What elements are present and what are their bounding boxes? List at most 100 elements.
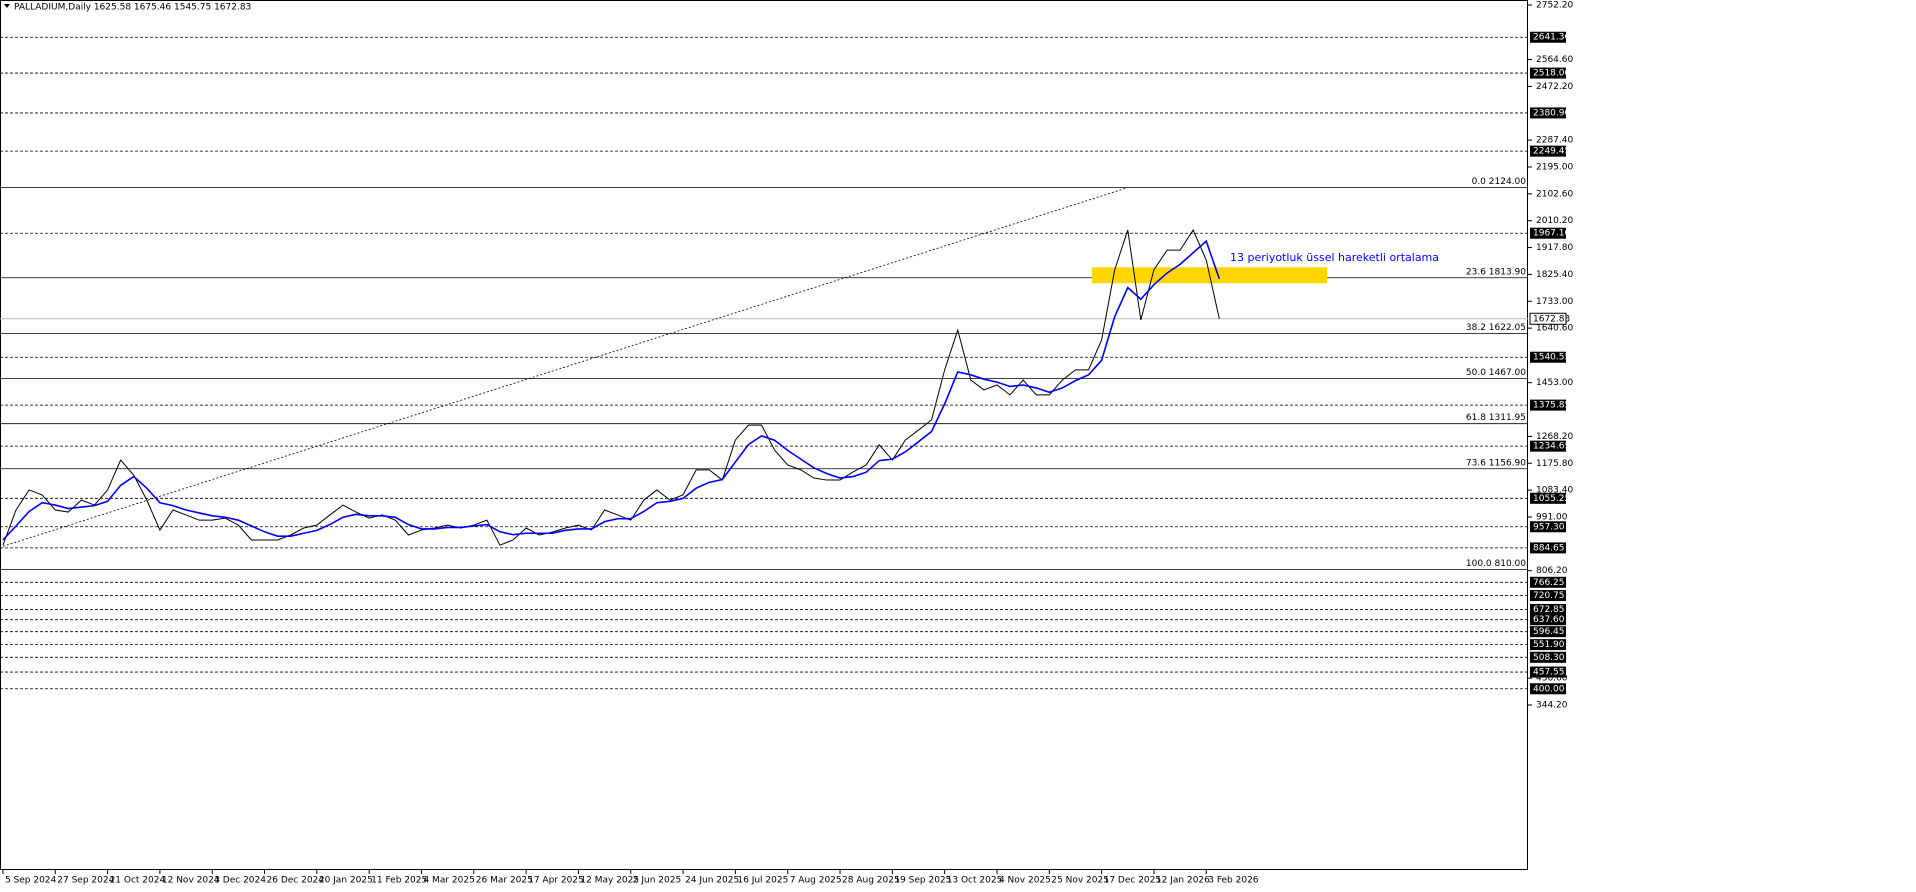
price-label: 672.85 [1533, 605, 1565, 615]
x-tick-label: 4 Mar 2025 [423, 876, 474, 886]
price-label-box [1530, 440, 1566, 452]
x-tick-label: 2 Jun 2025 [633, 876, 681, 886]
price-label: 720.75 [1533, 591, 1565, 601]
price-label-box [1530, 67, 1566, 79]
x-tick-label: 12 May 2025 [580, 876, 639, 886]
chart-title: PALLADIUM,Daily 1625.58 1675.46 1545.75 … [14, 3, 251, 13]
y-tick-label: 1268.20 [1536, 432, 1573, 442]
price-label: 508.30 [1533, 653, 1565, 663]
x-tick-label: 17 Apr 2025 [528, 876, 584, 886]
price-label-box [1530, 626, 1566, 638]
price-label-box [1530, 651, 1566, 663]
y-tick-label: 2564.60 [1536, 55, 1573, 65]
x-tick-label: 28 Aug 2025 [842, 876, 900, 886]
y-tick-label: 991.00 [1536, 512, 1568, 522]
x-tick-label: 16 Jul 2025 [737, 876, 788, 886]
fib-label: 100.0 810.00 [1466, 559, 1526, 569]
fib-label: 0.0 2124.00 [1472, 177, 1527, 187]
x-tick-label: 24 Jun 2025 [685, 876, 739, 886]
price-label: 637.60 [1533, 615, 1565, 625]
price-label: 766.25 [1533, 578, 1565, 588]
price-label: 2518.00 [1533, 69, 1570, 79]
price-line [2, 229, 1220, 546]
price-label-box [1530, 639, 1566, 651]
y-tick-label: 1175.80 [1536, 459, 1573, 469]
fib-label: 73.6 1156.90 [1466, 458, 1526, 468]
price-label: 2380.90 [1533, 108, 1570, 118]
price-label-box [1530, 107, 1566, 119]
price-label-box [1530, 603, 1566, 615]
y-tick-label: 344.20 [1536, 701, 1568, 711]
y-tick-label: 1825.40 [1536, 270, 1573, 280]
x-tick-label: 13 Oct 2025 [947, 876, 1003, 886]
fib-label: 50.0 1467.00 [1466, 368, 1526, 378]
price-label-box [1530, 227, 1566, 239]
x-tick-label: 19 Sep 2025 [894, 876, 951, 886]
price-line [2, 239, 1221, 541]
price-label: 2249.45 [1533, 147, 1570, 157]
price-label-box [1530, 666, 1566, 678]
current-price-label: 1672.83 [1533, 314, 1570, 324]
y-tick-label: 2195.00 [1536, 162, 1573, 172]
y-tick-label: 2752.20 [1536, 1, 1573, 11]
x-tick-label: 5 Sep 2024 [5, 876, 57, 886]
y-tick-label: 2472.20 [1536, 82, 1573, 92]
annotation: 13 periyotluk üssel hareketli ortalama [1230, 251, 1439, 264]
y-tick-label: 1917.80 [1536, 243, 1573, 253]
price-label: 1234.65 [1533, 442, 1570, 452]
x-tick-label: 12 Jan 2026 [1156, 876, 1210, 886]
fib-label: 38.2 1622.05 [1466, 323, 1526, 333]
price-label: 1967.10 [1533, 229, 1570, 239]
current-price-box [1529, 312, 1567, 325]
price-label: 596.45 [1533, 627, 1565, 637]
y-tick-label: 2287.40 [1536, 136, 1573, 146]
y-tick-label: 2010.20 [1536, 216, 1573, 226]
price-label-box [1530, 521, 1566, 533]
price-label-box [1530, 351, 1566, 363]
x-tick-label: 3 Feb 2026 [1208, 876, 1259, 886]
price-label-box [1530, 614, 1566, 626]
trendline [2, 187, 1128, 547]
x-tick-label: 4 Nov 2025 [999, 876, 1051, 886]
price-label-box [1530, 31, 1566, 43]
x-tick-label: 26 Dec 2024 [267, 876, 325, 886]
y-tick-label: 436.60 [1536, 674, 1568, 684]
price-label-box [1530, 492, 1566, 504]
menu-arrow [4, 4, 10, 8]
y-tick-label: 2102.60 [1536, 189, 1573, 199]
x-tick-label: 25 Nov 2025 [1051, 876, 1109, 886]
x-tick-label: 20 Jan 2025 [319, 876, 373, 886]
y-tick-label: 1640.60 [1536, 324, 1573, 334]
x-tick-label: 17 Dec 2025 [1104, 876, 1162, 886]
x-tick-label: 26 Mar 2025 [476, 876, 533, 886]
y-tick-label: 1453.00 [1536, 378, 1573, 388]
price-label-box [1530, 683, 1566, 695]
y-tick-label: 1083.40 [1536, 486, 1573, 496]
y-tick-label: 806.20 [1536, 566, 1568, 576]
x-tick-label: 21 Oct 2024 [110, 876, 166, 886]
price-label-box [1530, 399, 1566, 411]
x-tick-label: 27 Sep 2024 [57, 876, 114, 886]
price-label: 1375.85 [1533, 401, 1570, 411]
price-label-box [1530, 576, 1566, 588]
y-tick-label: 1733.00 [1536, 297, 1573, 307]
price-label: 457.55 [1533, 668, 1565, 678]
price-label-box [1530, 145, 1566, 157]
price-label: 884.65 [1533, 543, 1565, 553]
price-label: 957.30 [1533, 522, 1565, 532]
x-tick-label: 3 Dec 2024 [214, 876, 266, 886]
plot-frame [0, 0, 1528, 870]
price-label: 400.00 [1533, 684, 1565, 694]
price-label: 551.90 [1533, 640, 1565, 650]
price-label: 1540.55 [1533, 353, 1570, 363]
price-label: 2641.30 [1533, 33, 1570, 43]
x-tick-label: 12 Nov 2024 [162, 876, 220, 886]
price-label-box [1530, 590, 1566, 602]
fib-label: 61.8 1311.95 [1466, 413, 1526, 423]
fib-label: 23.6 1813.90 [1466, 267, 1526, 277]
x-tick-label: 11 Feb 2025 [371, 876, 427, 886]
x-tick-label: 7 Aug 2025 [790, 876, 842, 886]
price-label-box [1530, 542, 1566, 554]
price-label: 1055.25 [1533, 494, 1570, 504]
